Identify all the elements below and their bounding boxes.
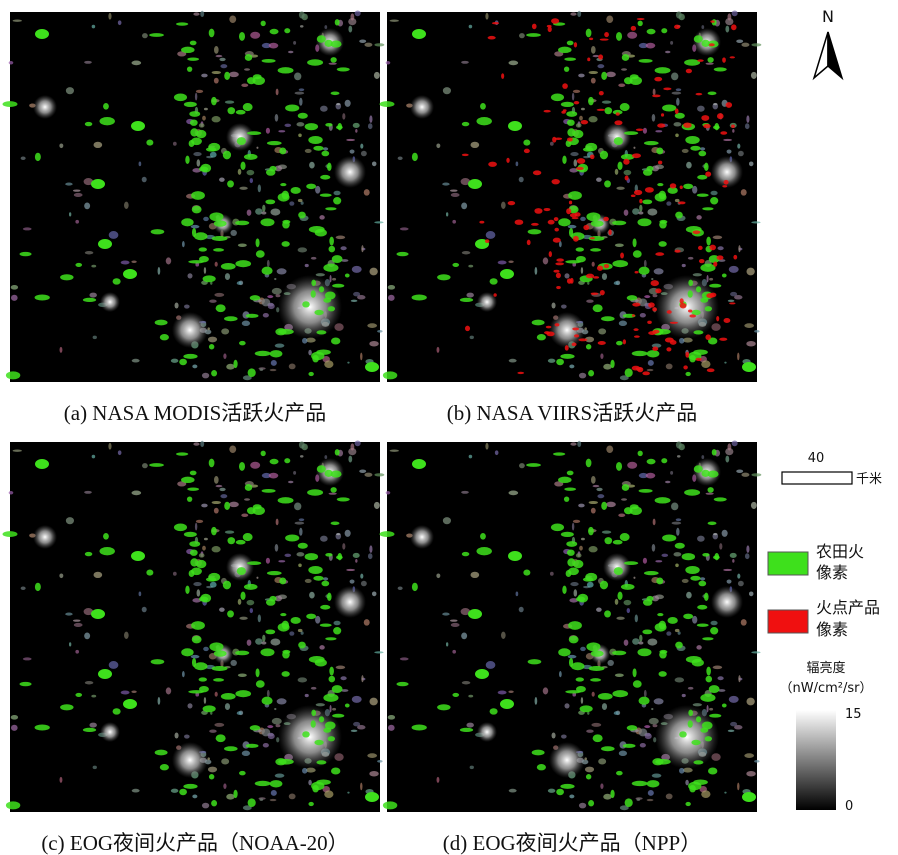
legend-label: 像素 bbox=[816, 620, 848, 639]
panels: (a) NASA MODIS活跃火产品 (b) NASA VIIRS活跃火产品 (c… bbox=[2, 10, 762, 855]
colorbar-title: 辐亮度 bbox=[806, 660, 845, 676]
legend-swatch bbox=[767, 609, 809, 634]
north-arrow-right bbox=[827, 31, 844, 81]
legend-label: 像素 bbox=[816, 563, 848, 582]
map-panel bbox=[2, 10, 385, 382]
north-arrow-left bbox=[812, 31, 829, 81]
map-panel bbox=[379, 10, 762, 382]
colorbar-min: 0 bbox=[845, 799, 853, 814]
panel-caption: (d) EOG夜间火产品（NPP） bbox=[443, 831, 701, 855]
scale-unit: 千米 bbox=[856, 472, 882, 487]
legend-label: 火点产品 bbox=[816, 598, 880, 617]
map-panel bbox=[379, 440, 762, 812]
colorbar-max: 15 bbox=[845, 707, 862, 722]
legend-swatch bbox=[767, 551, 809, 576]
north-label: N bbox=[822, 7, 834, 26]
scale-bar bbox=[781, 471, 853, 485]
panel-caption: (a) NASA MODIS活跃火产品 bbox=[64, 401, 327, 425]
panel-caption: (b) NASA VIIRS活跃火产品 bbox=[447, 401, 697, 425]
scale-value: 40 bbox=[808, 451, 825, 466]
map-panel bbox=[2, 440, 385, 812]
panel-caption: (c) EOG夜间火产品（NOAA-20） bbox=[41, 831, 348, 855]
colorbar-unit: （nW/cm²/sr） bbox=[780, 681, 873, 696]
colorbar bbox=[796, 710, 836, 810]
legend-label: 农田火 bbox=[816, 542, 864, 561]
